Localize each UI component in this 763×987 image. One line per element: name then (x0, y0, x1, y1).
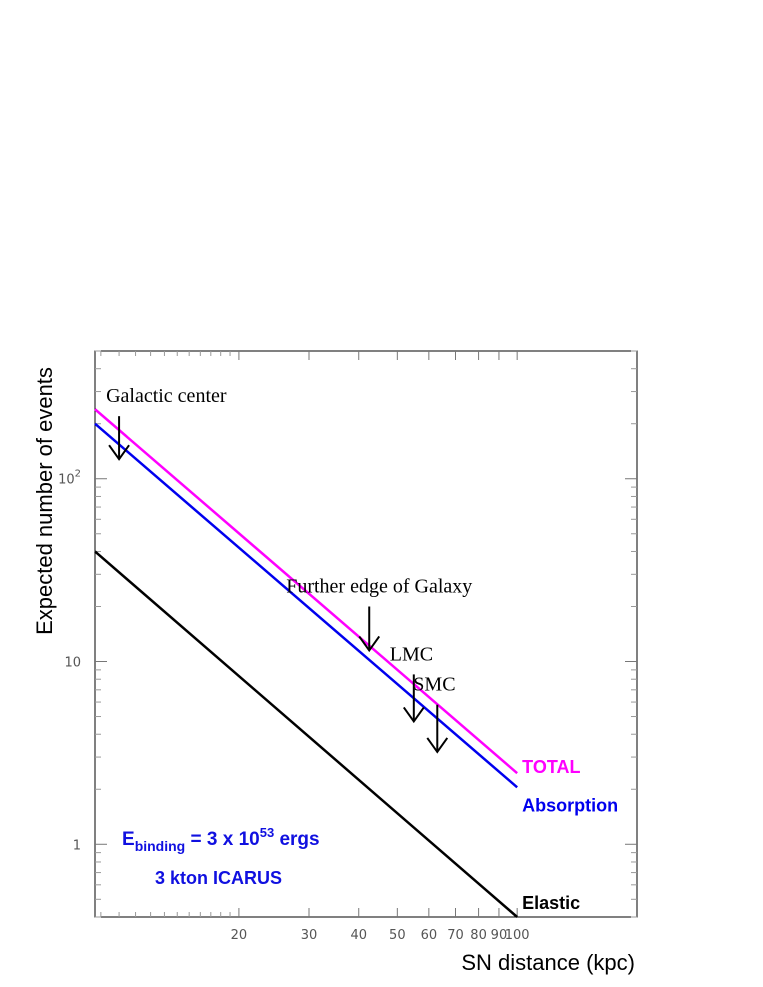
annotation-arrow-head (108, 444, 130, 461)
annotation-label: LMC (390, 643, 433, 665)
series (94, 408, 518, 918)
x-tick-label: 40 (350, 928, 367, 943)
ticks (95, 350, 637, 918)
x-tick-label: 100 (505, 928, 530, 943)
series-labels: TOTAL Absorption Elastic (522, 757, 618, 913)
annotation-label: Further edge of Galaxy (286, 575, 472, 597)
annotation-arrow-head (402, 706, 425, 724)
series-label-total: TOTAL (522, 757, 580, 777)
x-tick-label: 90 (491, 928, 508, 943)
annotations: Galactic center Further edge of Galaxy LMC… (106, 385, 472, 754)
annotation-arrow-head (426, 737, 449, 754)
x-tick-label: 80 (470, 928, 487, 943)
binding-energy-label: Ebinding = 3 x 1053 ergs (122, 825, 320, 854)
x-tick-label: 20 (231, 928, 248, 943)
x-axis-title: SN distance (kpc) (461, 950, 635, 975)
series-line-elastic (94, 550, 518, 918)
annotation-arrow-head (358, 635, 381, 653)
series-line-total (94, 408, 518, 775)
x-tick-label: 50 (389, 928, 406, 943)
series-label-absorption: Absorption (522, 795, 618, 815)
detector-label: 3 kton ICARUS (155, 868, 282, 888)
y-tick-label: 1 (73, 838, 81, 853)
x-tick-label: 70 (447, 928, 464, 943)
x-tick-label: 60 (421, 928, 438, 943)
series-label-elastic: Elastic (522, 893, 580, 913)
y-tick-label: 102 (58, 469, 81, 488)
y-axis-title: Expected number of events (32, 367, 57, 635)
annotation-label: SMC (413, 674, 455, 696)
y-tick-label: 10 (64, 656, 81, 671)
series-line-absorption (94, 422, 518, 789)
annotation-label: Galactic center (106, 385, 227, 407)
plot-frame (94, 350, 638, 918)
x-tick-label: 30 (301, 928, 318, 943)
